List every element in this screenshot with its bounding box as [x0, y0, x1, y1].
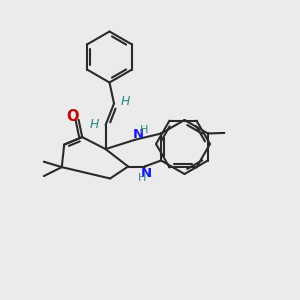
Text: O: O — [66, 109, 79, 124]
Text: N: N — [141, 167, 152, 180]
Text: H: H — [121, 94, 130, 108]
Text: H: H — [137, 173, 146, 183]
Text: H: H — [140, 124, 148, 135]
Text: N: N — [133, 128, 144, 141]
Text: H: H — [89, 118, 99, 131]
